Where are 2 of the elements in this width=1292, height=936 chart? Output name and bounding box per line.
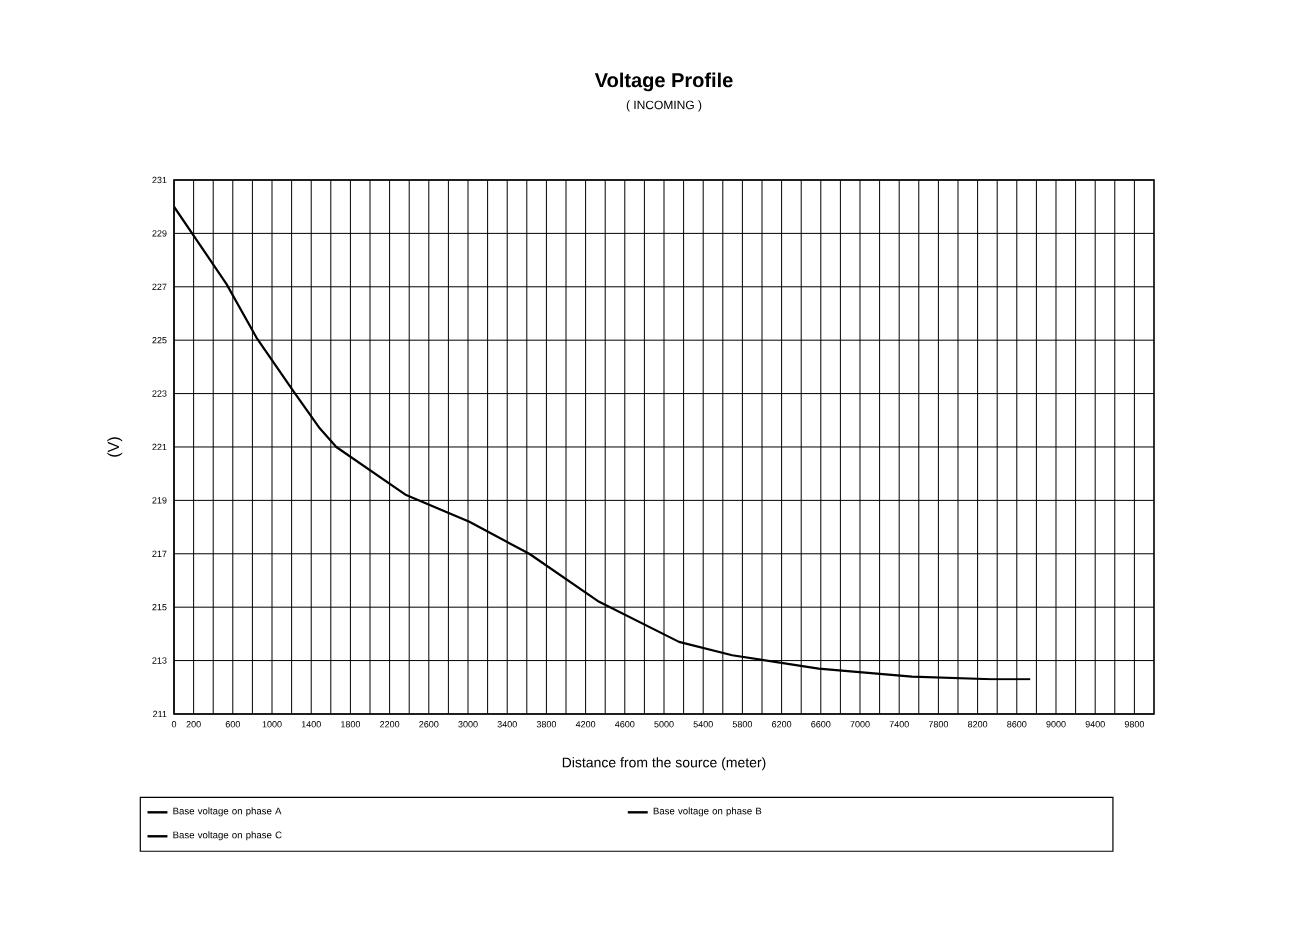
y-axis-title: (V) [107,437,123,457]
chart-title: Voltage Profile [594,72,733,92]
